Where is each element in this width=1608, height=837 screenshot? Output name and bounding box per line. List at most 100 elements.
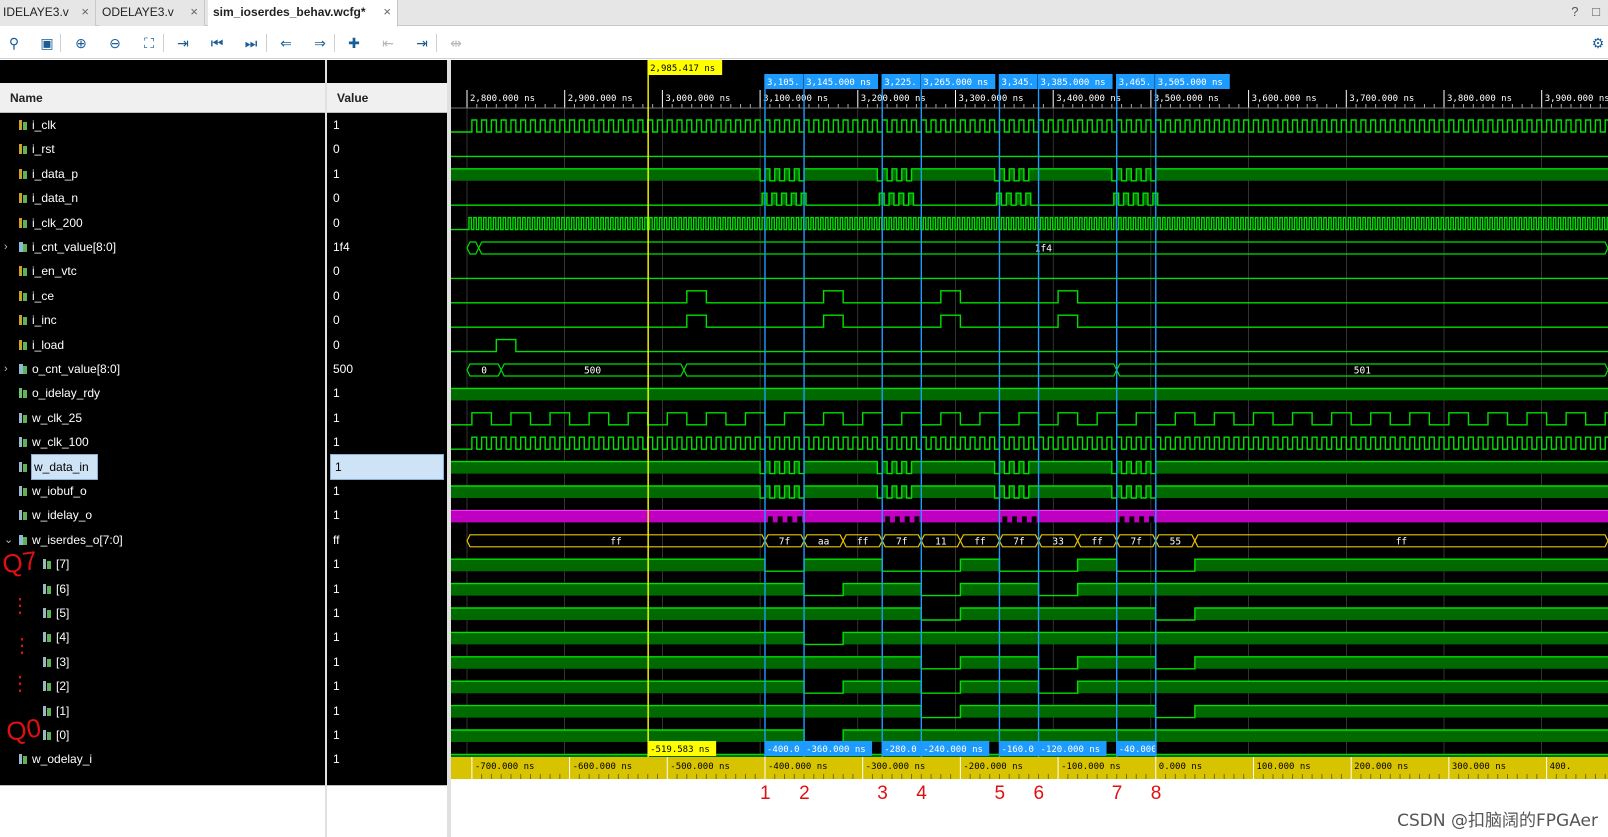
close-icon[interactable]: × xyxy=(190,4,198,19)
time-tick-label: 3,000.000 ns xyxy=(665,94,730,104)
signal-row[interactable]: [6] xyxy=(0,577,325,601)
expand-chevron-icon[interactable]: › xyxy=(4,241,8,253)
signal-row[interactable]: i_inc xyxy=(0,308,325,332)
zoom-fit-icon[interactable]: ⛶ xyxy=(144,35,154,51)
idelay-gap xyxy=(767,516,773,523)
signal-name: w_data_in xyxy=(31,453,98,480)
signal-trace xyxy=(451,338,1608,353)
signal-name: [2] xyxy=(56,679,70,694)
save-icon[interactable]: ▣ xyxy=(40,35,54,51)
signal-icon xyxy=(18,509,28,521)
cursor-delta-label: -519.583 ns xyxy=(650,745,710,755)
signal-row[interactable]: [5] xyxy=(0,601,325,625)
signal-row[interactable]: i_clk_200 xyxy=(0,211,325,235)
idelay-gap xyxy=(777,516,783,523)
idelay-gap xyxy=(1031,516,1037,523)
go-to-time-zero-icon[interactable]: ⏮ xyxy=(210,35,224,51)
pane-splitter[interactable] xyxy=(325,60,327,837)
signal-name: i_en_vtc xyxy=(32,264,77,279)
signal-row[interactable]: ⌄ w_iserdes_o[7:0] xyxy=(0,528,325,552)
signal-row[interactable]: [0] xyxy=(0,723,325,747)
signal-row[interactable]: o_idelay_rdy xyxy=(0,381,325,405)
signal-row[interactable]: i_en_vtc xyxy=(0,259,325,283)
signal-row[interactable]: i_load xyxy=(0,333,325,357)
signal-row[interactable]: w_clk_100 xyxy=(0,430,325,454)
signal-icon xyxy=(42,705,52,717)
value-column-header[interactable]: Value xyxy=(327,83,447,113)
signal-trace xyxy=(451,412,1608,426)
signal-row[interactable]: w_clk_25 xyxy=(0,406,325,430)
delta-tick-label: -400.000 ns xyxy=(768,762,828,772)
delta-tick-label: 300.000 ns xyxy=(1452,762,1506,772)
name-pane-footer xyxy=(0,785,325,837)
signal-row[interactable]: [1] xyxy=(0,699,325,723)
signal-row[interactable]: [4] xyxy=(0,625,325,649)
add-marker-icon[interactable]: ✚ xyxy=(348,35,360,51)
signal-name: i_clk xyxy=(32,118,57,132)
idelay-fill xyxy=(451,510,1608,523)
waveform-svg[interactable]: 2,800.000 ns 2,900.000 ns 3,000.000 ns 3,10… xyxy=(451,60,1608,837)
signal-row[interactable]: w_iobuf_o xyxy=(0,479,325,503)
bus-value-label: 500 xyxy=(584,366,601,377)
help-icon[interactable]: ? xyxy=(1571,4,1579,19)
idelay-gap xyxy=(1119,516,1125,523)
go-to-cursor-icon[interactable]: ⇥ xyxy=(177,35,189,51)
marker-delta-flag xyxy=(1038,741,1107,756)
marker-delta-flag xyxy=(921,741,990,756)
next-marker-icon[interactable]: ⇥ xyxy=(416,35,428,51)
restore-icon[interactable]: □ xyxy=(1592,4,1600,19)
signal-name: [5] xyxy=(56,606,70,620)
signal-row[interactable]: w_data_in xyxy=(0,453,325,480)
toolbar-separator xyxy=(60,34,61,52)
signal-row[interactable]: i_clk xyxy=(0,113,325,137)
name-column-header[interactable]: Name xyxy=(0,83,325,113)
bus-value-label: ff xyxy=(974,536,985,547)
signal-row[interactable]: i_rst xyxy=(0,137,325,161)
signal-row[interactable]: w_idelay_o xyxy=(0,503,325,527)
header-actions: ? □ xyxy=(1561,4,1600,19)
signal-row[interactable]: w_odelay_i xyxy=(0,747,325,771)
tab-sim-ioserdes[interactable]: sim_ioserdes_behav.wcfg* × xyxy=(208,0,398,27)
settings-gear-icon[interactable]: ⚙ xyxy=(1591,35,1605,51)
signal-row[interactable]: i_data_n xyxy=(0,186,325,210)
delta-tick-label: -600.000 ns xyxy=(573,762,633,772)
signal-value: 0 xyxy=(333,264,340,279)
previous-marker-icon[interactable]: ⇤ xyxy=(382,35,394,51)
signal-row[interactable]: › o_cnt_value[8:0] xyxy=(0,357,325,381)
tab-odelaye3[interactable]: ODELAYE3.v × xyxy=(99,0,205,26)
next-transition-icon[interactable]: ⇒ xyxy=(314,35,326,51)
search-icon[interactable]: ⚲ xyxy=(8,35,20,51)
time-tick-label: 3,200.000 ns xyxy=(861,94,926,104)
tab-idelaye3[interactable]: IDELAYE3.v × xyxy=(0,0,96,26)
expand-chevron-icon[interactable]: › xyxy=(4,363,8,375)
signal-icon xyxy=(42,656,52,668)
time-marker-label: 3,465. xyxy=(1119,78,1152,88)
signal-fill xyxy=(451,656,1608,669)
signal-row[interactable]: [3] xyxy=(0,650,325,674)
previous-transition-icon[interactable]: ⇐ xyxy=(280,35,292,51)
delta-tick-label: -500.000 ns xyxy=(670,762,730,772)
signal-icon xyxy=(18,753,28,765)
close-icon[interactable]: × xyxy=(383,4,391,19)
collapse-chevron-icon[interactable]: ⌄ xyxy=(4,533,14,546)
signal-trace xyxy=(451,558,1608,572)
signal-row[interactable]: [7] xyxy=(0,552,325,576)
close-icon[interactable]: × xyxy=(81,4,89,19)
pane-splitter[interactable] xyxy=(447,60,451,837)
swap-cursors-icon[interactable]: ⇹ xyxy=(450,35,462,51)
go-to-last-time-icon[interactable]: ⏭ xyxy=(244,35,258,51)
signal-icon xyxy=(18,168,28,180)
signal-row[interactable]: › i_cnt_value[8:0] xyxy=(0,235,325,259)
signal-row[interactable]: i_ce xyxy=(0,284,325,308)
waveform-canvas[interactable]: 2,800.000 ns 2,900.000 ns 3,000.000 ns 3,10… xyxy=(451,60,1608,837)
zoom-out-icon[interactable]: ⊖ xyxy=(109,35,121,51)
signal-value: 1 xyxy=(333,654,340,669)
time-tick-label: 3,600.000 ns xyxy=(1252,94,1317,104)
bus-signal-icon xyxy=(18,241,28,253)
signal-row[interactable]: i_data_p xyxy=(0,162,325,186)
zoom-in-icon[interactable]: ⊕ xyxy=(75,35,87,51)
signal-value: 1 xyxy=(333,410,340,425)
signal-trace xyxy=(451,216,1608,231)
signal-name-pane: Name i_clk i_rst i_data_p i_data_n i_clk_200… xyxy=(0,60,325,837)
signal-row[interactable]: [2] xyxy=(0,674,325,698)
